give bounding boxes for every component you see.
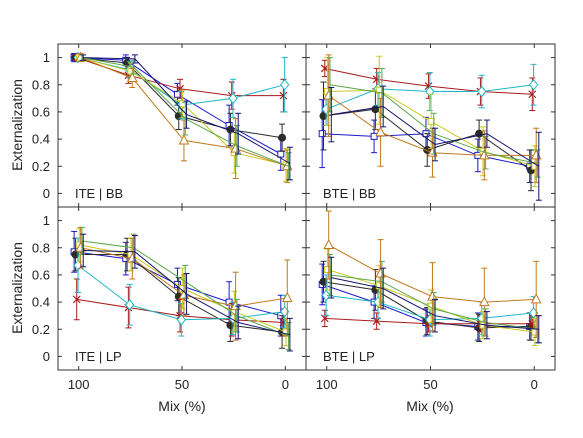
panel-label: ITE | BB (75, 186, 123, 201)
panel-3: 0 0.2 0.4 0.6 0.8 1 100 50 0 ITE | LP (32, 206, 307, 392)
y-tick-label: 0.4 (32, 295, 50, 310)
y-axis-label-bottom: Externalization (9, 242, 25, 334)
x-axis-label-right: Mix (%) (406, 398, 453, 414)
data-point (528, 90, 537, 99)
data-point (371, 105, 380, 114)
data-point (530, 293, 542, 304)
x-tick-label: 50 (423, 377, 437, 392)
series-7 (78, 54, 292, 181)
panel-label: ITE | LP (75, 349, 122, 364)
series-7 (327, 57, 541, 178)
series-2 (319, 81, 535, 192)
y-tick-label: 0.2 (32, 322, 50, 337)
data-point (278, 133, 287, 142)
y-tick-label: 0.4 (32, 132, 50, 147)
data-point (528, 78, 539, 91)
x-tick-label: 100 (68, 377, 90, 392)
data-point (370, 132, 378, 140)
x-tick-label: 50 (175, 377, 189, 392)
data-point (228, 92, 238, 105)
data-point (323, 238, 335, 250)
y-tick-label: 1 (43, 213, 50, 228)
panel-1: 0 0.2 0.4 0.6 0.8 1 ITE | BB (32, 43, 307, 208)
panel-label: BTE | LP (323, 349, 375, 364)
data-point (72, 295, 81, 304)
x-axis-label-left: Mix (%) (158, 398, 205, 414)
y-tick-label: 1 (43, 50, 50, 65)
data-point (478, 149, 490, 160)
y-tick-label: 0 (43, 349, 50, 364)
data-point (281, 291, 293, 303)
data-point (478, 296, 490, 307)
data-point (280, 78, 290, 91)
y-tick-label: 0.6 (32, 267, 50, 282)
data-point (375, 126, 386, 137)
y-axis-label-top: Externalization (9, 79, 25, 171)
y-tick-label: 0 (43, 186, 50, 201)
series-8 (328, 256, 542, 344)
y-tick-label: 0.2 (32, 159, 50, 174)
data-point (277, 150, 285, 158)
x-tick-label: 0 (282, 377, 289, 392)
y-tick-label: 0.6 (32, 104, 50, 119)
panel-label: BTE | BB (323, 186, 376, 201)
x-tick-label: 100 (316, 377, 338, 392)
series-8 (328, 85, 542, 201)
panel-4: 100 50 0 BTE | LP (305, 206, 556, 392)
data-point (321, 289, 331, 302)
data-point (126, 71, 138, 82)
series-8 (80, 233, 293, 352)
x-tick-label: 0 (531, 377, 538, 392)
series-5 (323, 248, 539, 347)
series-8 (80, 54, 293, 181)
panel-2: BTE | BB (305, 43, 556, 208)
data-point (178, 134, 190, 145)
panels: 0 0.2 0.4 0.6 0.8 1 ITE | BB BTE | BB 0 0.2 0.4 0.6… (32, 43, 556, 392)
data-point (125, 298, 135, 311)
data-point (427, 290, 438, 301)
data-point (318, 130, 326, 138)
y-tick-label: 0.8 (32, 240, 50, 255)
series-7 (78, 226, 292, 351)
data-point (279, 91, 288, 100)
data-point (176, 313, 186, 326)
y-tick-label: 0.8 (32, 77, 50, 92)
data-point (477, 85, 487, 98)
series-6 (323, 54, 542, 184)
